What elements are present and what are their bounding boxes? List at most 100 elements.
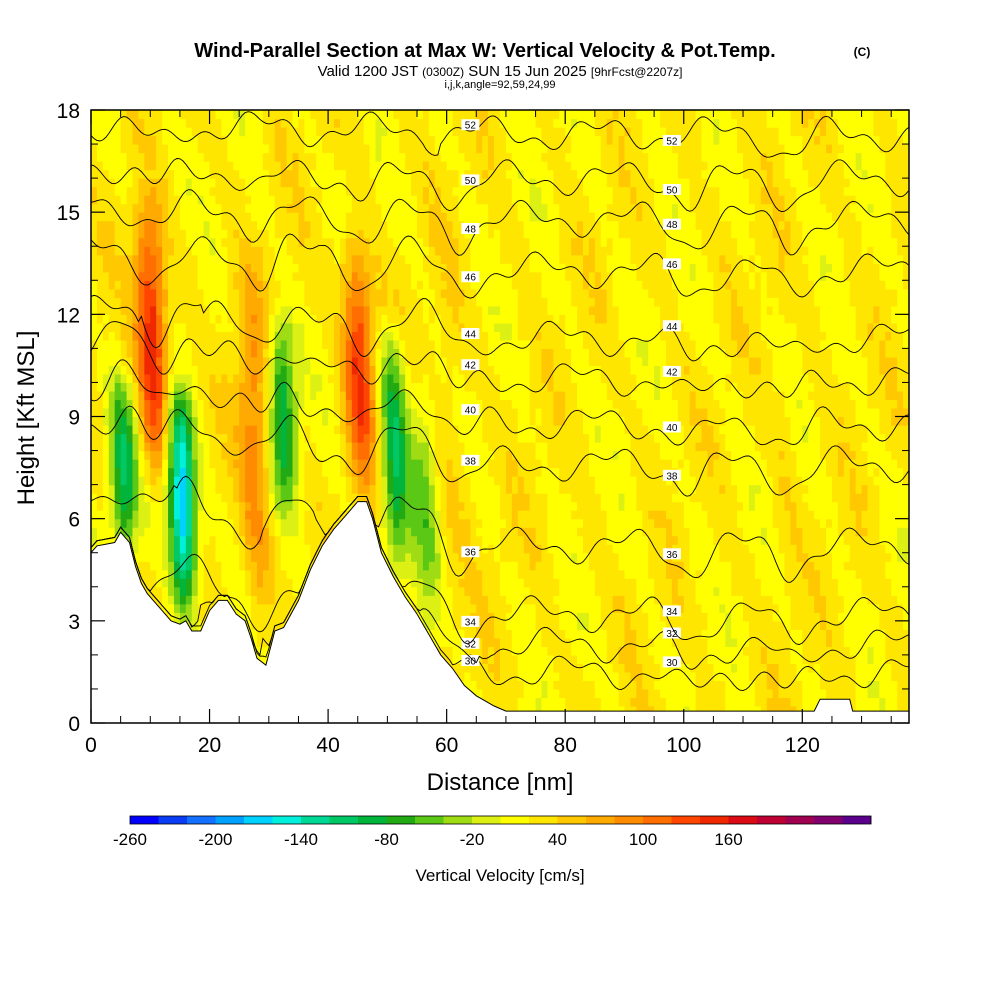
field-cell (434, 297, 442, 307)
field-cell (179, 365, 187, 375)
field-cell (132, 229, 140, 239)
field-cell (488, 373, 495, 384)
field-cell (387, 442, 394, 452)
field-cell (102, 254, 110, 264)
field-cell (256, 442, 264, 452)
field-cell (150, 161, 157, 171)
field-cell (375, 322, 383, 332)
field-cell (411, 399, 418, 409)
field-cell (458, 169, 466, 179)
field-cell (227, 305, 234, 315)
field-cell (91, 220, 98, 230)
field-cell (197, 152, 205, 162)
field-cell (345, 263, 353, 273)
field-cell (446, 603, 454, 613)
field-cell (256, 586, 264, 596)
field-cell (209, 510, 217, 520)
field-cell (422, 399, 430, 409)
field-cell (191, 535, 199, 545)
field-cell (114, 339, 122, 349)
field-cell (173, 595, 181, 605)
field-cell (399, 356, 406, 367)
field-cell (434, 527, 442, 537)
field-cell (150, 110, 157, 120)
field-cell (428, 263, 436, 273)
field-cell (476, 578, 483, 588)
field-cell (191, 280, 199, 290)
field-cell (262, 399, 270, 409)
field-cell (150, 399, 157, 409)
field-cell (298, 416, 305, 426)
field-cell (393, 152, 400, 162)
field-cell (411, 152, 418, 162)
field-cell (369, 161, 377, 171)
field-cell (114, 365, 122, 375)
field-cell (328, 331, 335, 341)
field-cell (251, 195, 258, 205)
field-cell (168, 212, 175, 222)
field-cell (203, 476, 211, 486)
field-cell (452, 314, 460, 324)
field-cell (440, 578, 448, 588)
field-cell (357, 263, 365, 273)
field-cell (328, 144, 335, 154)
field-cell (482, 510, 489, 520)
field-cell (464, 135, 471, 145)
field-cell (440, 603, 448, 613)
field-cell (440, 484, 448, 494)
field-cell (215, 390, 223, 401)
field-cell (150, 425, 157, 435)
field-cell (452, 331, 460, 341)
field-cell (132, 339, 140, 349)
field-cell (162, 305, 169, 315)
field-cell (405, 433, 412, 443)
field-cell (280, 178, 288, 188)
field-cell (405, 450, 412, 460)
field-cell (91, 314, 98, 324)
field-cell (464, 314, 471, 324)
field-cell (428, 518, 436, 528)
field-cell (256, 288, 264, 298)
field-cell (446, 365, 454, 375)
field-cell (328, 493, 335, 503)
field-cell (470, 152, 477, 162)
field-cell (452, 212, 460, 222)
field-cell (280, 603, 288, 613)
field-cell (162, 161, 169, 171)
field-cell (126, 322, 134, 332)
field-cell (470, 169, 477, 179)
field-cell (251, 288, 258, 298)
field-cell (482, 578, 489, 588)
field-cell (464, 518, 471, 528)
field-cell (405, 322, 412, 332)
field-cell (168, 459, 175, 469)
field-cell (316, 510, 323, 520)
field-cell (322, 322, 329, 332)
field-cell (446, 569, 454, 579)
field-cell (144, 407, 151, 418)
field-cell (239, 161, 246, 171)
field-cell (262, 595, 270, 605)
field-cell (339, 152, 347, 162)
field-cell (138, 527, 145, 537)
field-cell (304, 467, 311, 477)
field-cell (114, 110, 122, 120)
field-cell (262, 476, 270, 486)
field-cell (262, 186, 270, 196)
field-cell (227, 135, 234, 145)
field-cell (239, 561, 246, 571)
field-cell (221, 314, 228, 324)
field-cell (405, 118, 412, 128)
field-cell (203, 305, 211, 315)
field-cell (405, 144, 412, 154)
field-cell (144, 569, 151, 579)
field-cell (96, 271, 104, 281)
field-cell (351, 178, 359, 188)
field-cell (381, 127, 388, 137)
field-cell (91, 433, 98, 443)
field-cell (476, 382, 483, 392)
field-cell (239, 442, 246, 452)
field-cell (310, 365, 317, 375)
field-cell (185, 152, 193, 162)
field-cell (476, 127, 483, 137)
